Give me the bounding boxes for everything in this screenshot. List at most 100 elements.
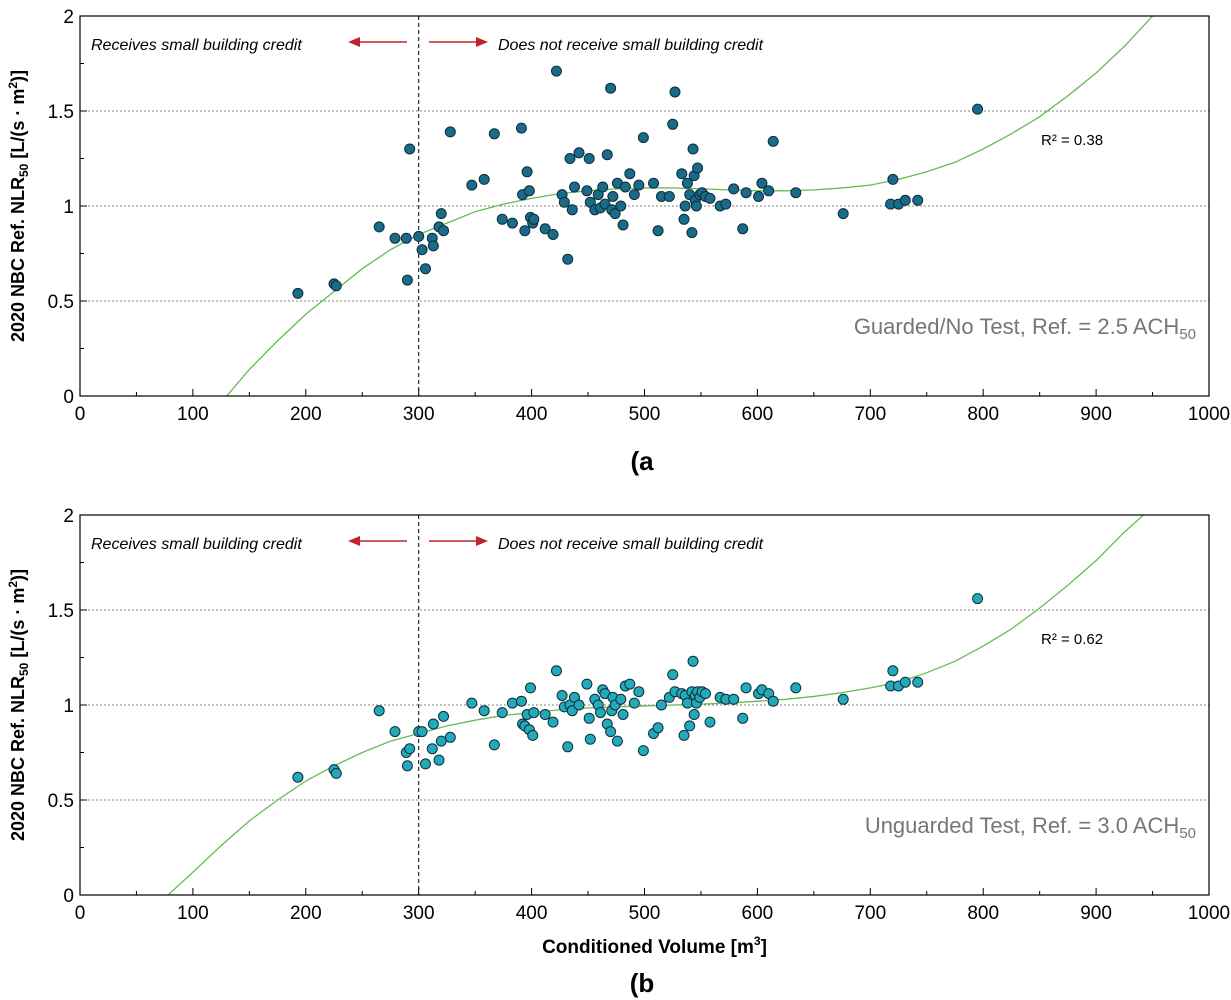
data-point: [558, 196, 570, 208]
data-point: [539, 223, 551, 235]
x-tick-label: 1000: [1188, 404, 1230, 425]
x-axis-label-text: Conditioned Volume [m: [542, 937, 754, 958]
data-point: [740, 682, 752, 694]
data-point: [564, 153, 576, 164]
data-point: [562, 253, 574, 265]
data-point: [433, 754, 445, 766]
data-point: [652, 225, 664, 237]
arrow-right: [429, 536, 488, 546]
data-point: [605, 726, 617, 738]
x-tick-label: 900: [1080, 903, 1112, 924]
x-tick-label: 600: [742, 903, 774, 924]
data-point: [524, 682, 536, 694]
data-point: [676, 168, 688, 180]
data-point: [400, 232, 412, 244]
y-axis-label-sup: 2: [6, 581, 20, 588]
y-axis-label-text: 2020 NBC Ref. NLR: [8, 177, 28, 342]
data-point: [488, 739, 500, 751]
data-point: [678, 729, 690, 741]
right-note: Does not receive small building credit: [498, 37, 764, 54]
x-tick-label: 500: [629, 903, 661, 924]
data-point: [637, 745, 649, 757]
data-point: [687, 143, 699, 155]
data-point: [373, 221, 385, 233]
data-point: [609, 208, 621, 220]
y-tick-label: 1: [63, 197, 74, 218]
data-point: [521, 166, 533, 178]
data-point: [688, 709, 700, 720]
condition-label: Guarded/No Test, Ref. = 2.5 ACH50: [854, 314, 1196, 343]
data-point: [330, 767, 342, 779]
data-point: [692, 162, 704, 174]
chart-panel-b: 0 100 200 300 400 500 600 700 800 900 1000 0 0.5 1 1.5…: [6, 506, 1230, 998]
data-point: [444, 126, 456, 138]
data-point: [528, 707, 540, 719]
data-point: [427, 240, 439, 252]
data-point: [887, 665, 899, 677]
x-tick-label: 200: [290, 903, 322, 924]
data-point: [478, 173, 490, 185]
y-axis-label-text: [L/(s · m: [8, 588, 28, 663]
data-point: [404, 743, 416, 755]
data-point: [624, 678, 636, 690]
data-point: [624, 168, 636, 180]
data-point: [611, 735, 623, 747]
data-point: [515, 695, 527, 707]
data-point: [704, 716, 716, 728]
r-squared-label: R² = 0.38: [1041, 132, 1103, 149]
y-tick-label: 0.5: [48, 791, 74, 812]
data-point: [438, 225, 450, 237]
condition-text: Guarded/No Test, Ref. = 2.5 ACH: [854, 314, 1180, 339]
data-point: [506, 697, 518, 709]
x-tick-label: 100: [177, 903, 209, 924]
data-point: [419, 758, 431, 770]
data-point: [684, 720, 696, 732]
data-point: [597, 181, 609, 193]
data-point: [584, 733, 596, 745]
data-point: [444, 731, 456, 743]
data-point: [581, 678, 593, 690]
condition-sub: 50: [1179, 825, 1196, 842]
data-point: [496, 213, 508, 225]
data-point: [523, 185, 535, 197]
data-point: [681, 177, 693, 189]
arrow-left: [348, 37, 407, 47]
data-point: [617, 709, 629, 720]
data-point: [667, 669, 679, 681]
y-axis-label-text: )]: [8, 569, 28, 581]
arrow-right: [429, 37, 488, 47]
y-tick-label: 2: [63, 7, 74, 28]
data-point: [550, 665, 562, 677]
data-point: [389, 726, 401, 738]
x-tick-label: 0: [75, 404, 86, 425]
data-point: [637, 132, 649, 144]
panel-label: (b: [630, 968, 655, 998]
x-tick-label: 300: [403, 903, 435, 924]
data-point: [790, 682, 802, 694]
data-point: [605, 82, 617, 94]
data-point: [435, 735, 447, 747]
data-point: [547, 229, 559, 240]
data-point: [737, 712, 749, 724]
x-tick-label: 500: [629, 404, 661, 425]
data-point: [550, 65, 562, 77]
data-point: [562, 741, 574, 753]
r-squared-label: R² = 0.62: [1041, 631, 1103, 648]
y-tick-label: 0: [63, 387, 74, 408]
data-point: [763, 185, 775, 197]
data-point: [669, 86, 681, 98]
x-tick-label: 700: [854, 903, 886, 924]
data-point: [767, 135, 779, 147]
data-point: [488, 128, 500, 140]
data-point: [413, 230, 425, 242]
data-point: [790, 187, 802, 199]
y-tick-label: 2: [63, 506, 74, 527]
x-tick-label: 800: [967, 903, 999, 924]
x-tick-label: 700: [854, 404, 886, 425]
y-axis-label: 2020 NBC Ref. NLR50 [L/(s · m2)]: [6, 70, 31, 342]
x-tick-label: 400: [516, 903, 548, 924]
data-point: [690, 200, 702, 212]
data-point: [615, 200, 627, 212]
data-point: [416, 726, 428, 738]
left-note: Receives small building credit: [91, 536, 302, 553]
